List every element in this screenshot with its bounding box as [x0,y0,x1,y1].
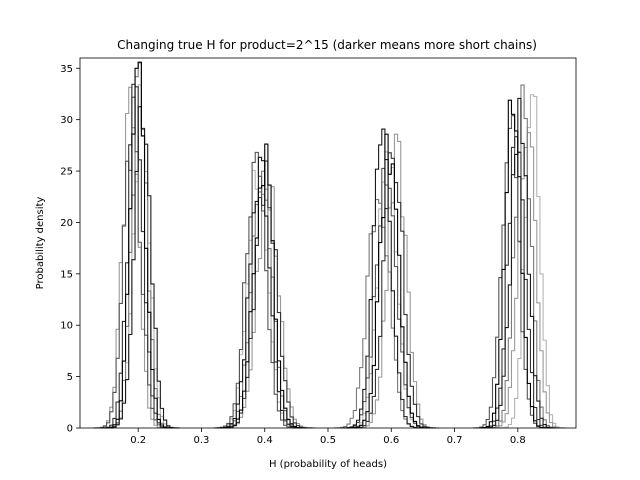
histogram-series-outline [93,86,168,429]
histogram-series-outline [472,115,547,429]
y-tick-label: 35 [60,64,73,75]
y-tick-label: 25 [60,167,73,178]
histogram-series-outline [485,84,560,429]
histogram-series-outline [479,99,550,429]
y-tick-label: 20 [60,218,73,229]
x-tick-label: 0.8 [510,435,526,446]
histogram-series-outline [213,151,301,429]
y-tick-label: 30 [60,115,73,126]
histogram-series-layer [93,61,566,429]
y-axis-label: Probability density [35,197,46,290]
x-tick-label: 0.2 [130,435,146,446]
histogram-group [213,143,316,429]
y-tick-label: 0 [67,424,73,435]
x-tick-label: 0.5 [320,435,336,446]
x-tick-label: 0.6 [383,435,399,446]
histogram-series-outline [106,106,180,429]
histogram-series-outline [479,136,554,429]
axis-ticks: 0.2 0.3 0.4 0.5 0.6 0.7 0.8 0 5 10 15 20 25 30 35 [60,64,525,446]
histogram-series-outline [343,128,424,429]
x-tick-label: 0.4 [257,435,273,446]
plot-frame [79,57,577,429]
histogram-group [333,128,440,429]
histogram-series-outline [355,133,440,429]
histogram-series-outline [498,94,566,429]
y-tick-label: 15 [60,269,73,280]
histogram-series-outline [219,160,313,429]
x-tick-label: 0.7 [447,435,463,446]
y-tick-label: 10 [60,321,73,332]
histogram-series-outline [346,133,430,429]
histogram-series-outline [102,61,174,429]
x-axis-label: H (probability of heads) [269,459,387,470]
chart-title: Changing true H for product=2^15 (darker… [117,38,537,52]
x-tick-label: 0.3 [194,435,210,446]
histogram-group [93,61,180,429]
histogram-series-outline [482,97,557,429]
histogram-series-outline [219,143,307,429]
histogram-group [472,84,566,429]
y-tick-label: 5 [67,372,73,383]
